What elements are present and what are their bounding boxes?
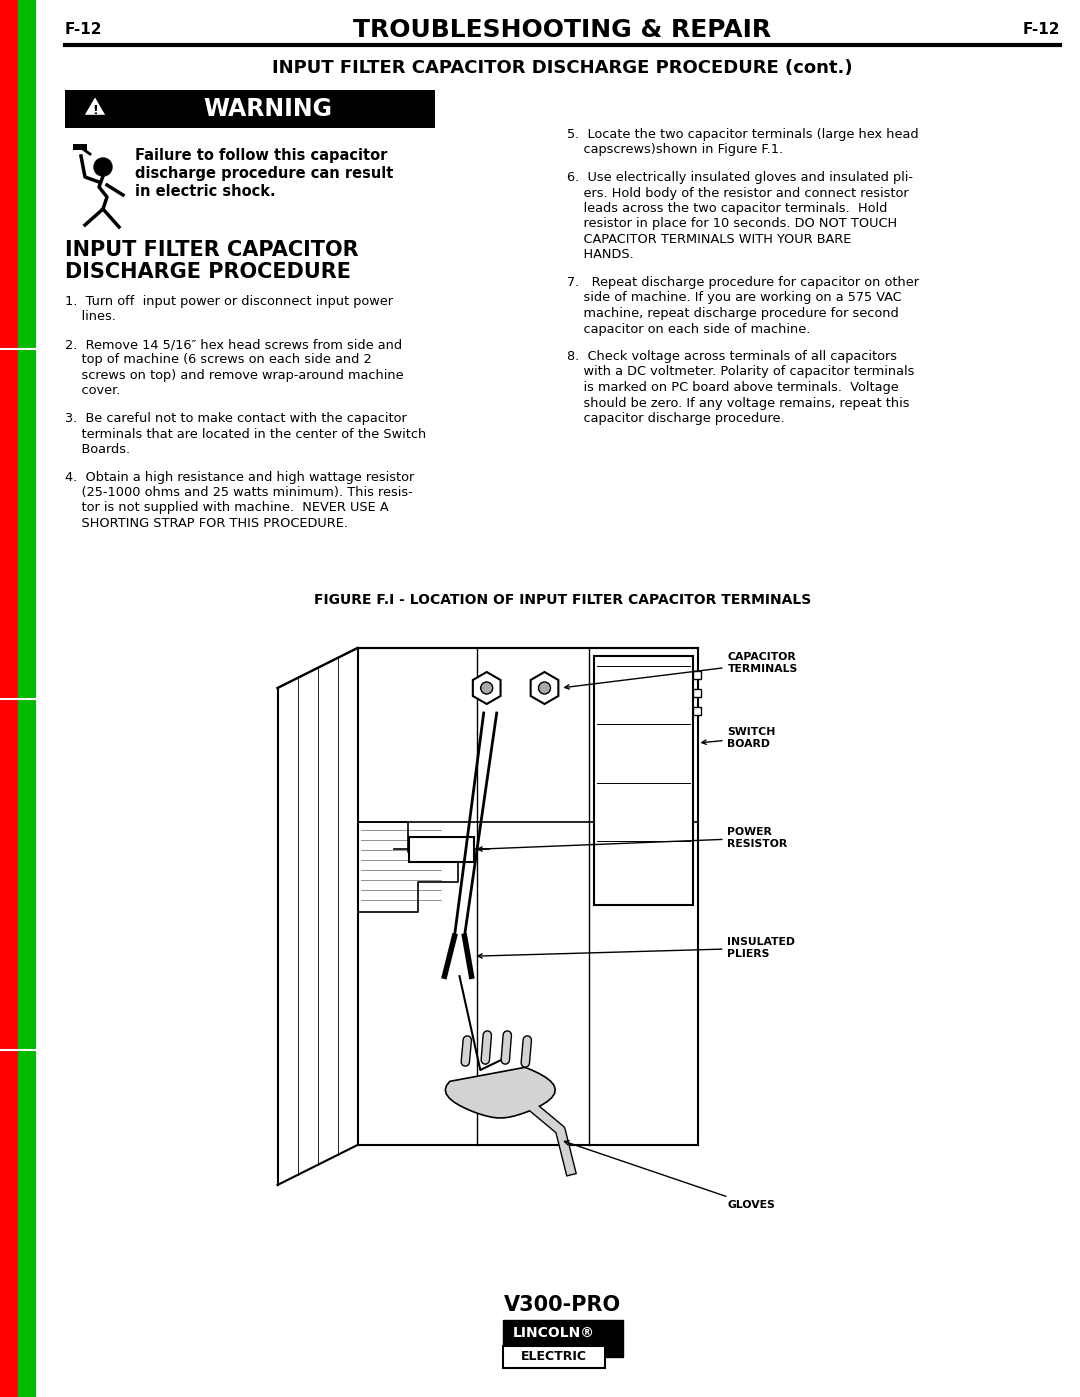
Text: Return to Section TOC: Return to Section TOC [4, 1166, 14, 1280]
Bar [605, 1320, 622, 1356]
Polygon shape [445, 1067, 555, 1118]
Text: V300-PRO: V300-PRO [504, 1295, 621, 1315]
Text: LINCOLN®: LINCOLN® [513, 1326, 594, 1340]
Text: F-12: F-12 [65, 22, 103, 38]
Text: 4.  Obtain a high resistance and high wattage resistor: 4. Obtain a high resistance and high wat… [65, 471, 415, 483]
Bar [408, 837, 473, 862]
Text: Failure to follow this capacitor: Failure to follow this capacitor [135, 148, 388, 163]
Text: top of machine (6 screws on each side and 2: top of machine (6 screws on each side an… [65, 353, 372, 366]
Bar [594, 657, 692, 904]
Text: should be zero. If any voltage remains, repeat this: should be zero. If any voltage remains, … [567, 397, 909, 409]
Text: side of machine. If you are working on a 575 VAC: side of machine. If you are working on a… [567, 292, 902, 305]
Text: SWITCH
BOARD: SWITCH BOARD [702, 728, 775, 749]
Text: 7.   Repeat discharge procedure for capacitor on other: 7. Repeat discharge procedure for capaci… [567, 277, 919, 289]
Text: capacitor on each side of machine.: capacitor on each side of machine. [567, 323, 810, 335]
Text: resistor in place for 10 seconds. DO NOT TOUCH: resistor in place for 10 seconds. DO NOT… [567, 218, 897, 231]
Text: (25-1000 ohms and 25 watts minimum). This resis-: (25-1000 ohms and 25 watts minimum). Thi… [65, 486, 413, 499]
Text: leads across the two capacitor terminals.  Hold: leads across the two capacitor terminals… [567, 203, 888, 215]
Text: DISCHARGE PROCEDURE: DISCHARGE PROCEDURE [65, 263, 351, 282]
Text: F-12: F-12 [1023, 22, 1059, 38]
Circle shape [481, 682, 492, 694]
Bar [692, 671, 701, 679]
Text: Return to Section TOC: Return to Section TOC [4, 817, 14, 932]
Text: TROUBLESHOOTING & REPAIR: TROUBLESHOOTING & REPAIR [353, 18, 771, 42]
Circle shape [539, 682, 551, 694]
Text: ers. Hold body of the resistor and connect resistor: ers. Hold body of the resistor and conne… [567, 187, 908, 200]
Polygon shape [83, 96, 106, 116]
Text: 5.  Locate the two capacitor terminals (large hex head: 5. Locate the two capacitor terminals (l… [567, 129, 919, 141]
Bar [0, 0, 18, 1397]
Text: SHORTING STRAP FOR THIS PROCEDURE.: SHORTING STRAP FOR THIS PROCEDURE. [65, 517, 348, 529]
Text: 1.  Turn off  input power or disconnect input power: 1. Turn off input power or disconnect in… [65, 295, 393, 307]
Text: lines.: lines. [65, 310, 116, 324]
Text: INPUT FILTER CAPACITOR: INPUT FILTER CAPACITOR [65, 240, 359, 260]
Polygon shape [530, 672, 558, 704]
Text: capscrews)shown in Figure F.1.: capscrews)shown in Figure F.1. [567, 144, 783, 156]
Text: Boards.: Boards. [65, 443, 130, 455]
Text: in electric shock.: in electric shock. [135, 184, 275, 198]
Text: FIGURE F.I - LOCATION OF INPUT FILTER CAPACITOR TERMINALS: FIGURE F.I - LOCATION OF INPUT FILTER CA… [314, 592, 811, 608]
Text: Return to Master TOC: Return to Master TOC [23, 119, 31, 231]
Text: Return to Master TOC: Return to Master TOC [23, 1168, 31, 1278]
Text: CAPACITOR TERMINALS WITH YOUR BARE: CAPACITOR TERMINALS WITH YOUR BARE [567, 233, 851, 246]
Bar [692, 689, 701, 697]
Text: tor is not supplied with machine.  NEVER USE A: tor is not supplied with machine. NEVER … [65, 502, 389, 514]
Text: ELECTRIC: ELECTRIC [521, 1351, 586, 1363]
Text: screws on top) and remove wrap-around machine: screws on top) and remove wrap-around ma… [65, 369, 404, 381]
Text: terminals that are located in the center of the Switch: terminals that are located in the center… [65, 427, 427, 440]
Text: Return to Master TOC: Return to Master TOC [23, 819, 31, 930]
Text: POWER
RESISTOR: POWER RESISTOR [477, 827, 787, 851]
Text: is marked on PC board above terminals.  Voltage: is marked on PC board above terminals. V… [567, 381, 899, 394]
Bar [502, 1320, 605, 1345]
Text: discharge procedure can result: discharge procedure can result [135, 166, 393, 182]
Text: CAPACITOR
TERMINALS: CAPACITOR TERMINALS [565, 652, 798, 689]
Bar [692, 707, 701, 715]
Text: Return to Section TOC: Return to Section TOC [4, 467, 14, 581]
Bar [65, 89, 435, 129]
Bar [502, 1345, 605, 1368]
Text: capacitor discharge procedure.: capacitor discharge procedure. [567, 412, 785, 425]
Text: 6.  Use electrically insulated gloves and insulated pli-: 6. Use electrically insulated gloves and… [567, 170, 913, 184]
Text: 3.  Be careful not to make contact with the capacitor: 3. Be careful not to make contact with t… [65, 412, 407, 425]
Text: INPUT FILTER CAPACITOR DISCHARGE PROCEDURE (cont.): INPUT FILTER CAPACITOR DISCHARGE PROCEDU… [272, 59, 853, 77]
Text: Return to Master TOC: Return to Master TOC [23, 468, 31, 580]
Text: machine, repeat discharge procedure for second: machine, repeat discharge procedure for … [567, 307, 899, 320]
Text: Return to Section TOC: Return to Section TOC [4, 117, 14, 232]
Circle shape [94, 158, 112, 176]
Text: with a DC voltmeter. Polarity of capacitor terminals: with a DC voltmeter. Polarity of capacit… [567, 366, 915, 379]
Text: INSULATED
PLIERS: INSULATED PLIERS [477, 937, 796, 958]
Text: 2.  Remove 14 5/16″ hex head screws from side and: 2. Remove 14 5/16″ hex head screws from … [65, 338, 402, 351]
Bar [18, 0, 36, 1397]
Text: !: ! [92, 105, 98, 117]
Text: HANDS.: HANDS. [567, 249, 634, 261]
Bar [73, 144, 87, 149]
Text: WARNING: WARNING [203, 96, 333, 122]
Polygon shape [473, 672, 500, 704]
Text: cover.: cover. [65, 384, 120, 398]
Text: 8.  Check voltage across terminals of all capacitors: 8. Check voltage across terminals of all… [567, 351, 897, 363]
Text: GLOVES: GLOVES [565, 1141, 775, 1210]
